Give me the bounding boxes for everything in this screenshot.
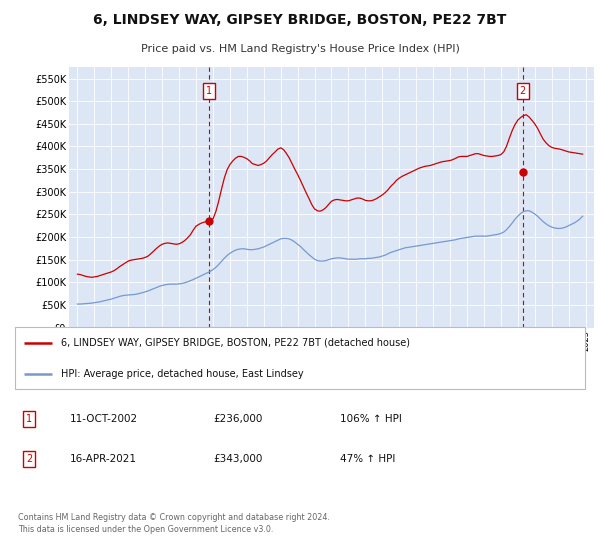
Text: £343,000: £343,000 bbox=[214, 454, 263, 464]
Text: Contains HM Land Registry data © Crown copyright and database right 2024.
This d: Contains HM Land Registry data © Crown c… bbox=[18, 513, 329, 534]
Text: 106% ↑ HPI: 106% ↑ HPI bbox=[340, 414, 402, 424]
Text: 1: 1 bbox=[26, 414, 32, 424]
Text: 2: 2 bbox=[520, 86, 526, 96]
FancyBboxPatch shape bbox=[15, 328, 585, 389]
Text: 6, LINDSEY WAY, GIPSEY BRIDGE, BOSTON, PE22 7BT (detached house): 6, LINDSEY WAY, GIPSEY BRIDGE, BOSTON, P… bbox=[61, 338, 410, 348]
Text: 47% ↑ HPI: 47% ↑ HPI bbox=[340, 454, 395, 464]
Text: 1: 1 bbox=[206, 86, 212, 96]
Text: HPI: Average price, detached house, East Lindsey: HPI: Average price, detached house, East… bbox=[61, 369, 304, 379]
Text: 16-APR-2021: 16-APR-2021 bbox=[70, 454, 137, 464]
Text: Price paid vs. HM Land Registry's House Price Index (HPI): Price paid vs. HM Land Registry's House … bbox=[140, 44, 460, 54]
Text: £236,000: £236,000 bbox=[214, 414, 263, 424]
Text: 6, LINDSEY WAY, GIPSEY BRIDGE, BOSTON, PE22 7BT: 6, LINDSEY WAY, GIPSEY BRIDGE, BOSTON, P… bbox=[94, 13, 506, 27]
Text: 2: 2 bbox=[26, 454, 32, 464]
Text: 11-OCT-2002: 11-OCT-2002 bbox=[70, 414, 138, 424]
